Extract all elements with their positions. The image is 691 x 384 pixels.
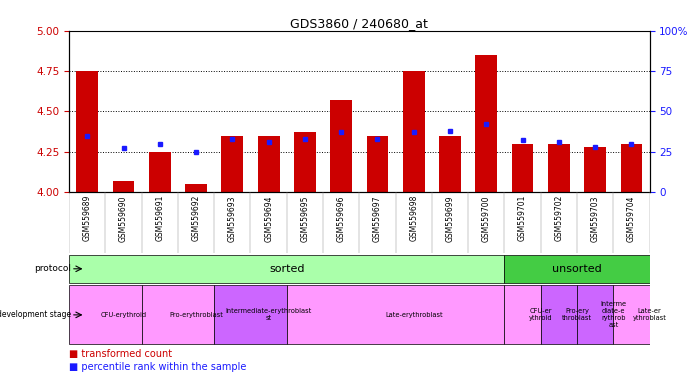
Bar: [504, 255, 650, 283]
Text: ■ transformed count: ■ transformed count: [69, 349, 172, 359]
Text: GSM559695: GSM559695: [301, 195, 310, 242]
Text: protocol: protocol: [34, 264, 71, 273]
Bar: [548, 144, 569, 192]
Text: GSM559702: GSM559702: [554, 195, 563, 242]
Text: ■ percentile rank within the sample: ■ percentile rank within the sample: [69, 362, 247, 372]
Text: GSM559693: GSM559693: [228, 195, 237, 242]
Bar: [113, 181, 134, 192]
Bar: [577, 285, 614, 344]
Bar: [294, 132, 316, 192]
Bar: [621, 144, 642, 192]
Bar: [475, 55, 497, 192]
Text: GSM559692: GSM559692: [191, 195, 200, 242]
Bar: [69, 285, 142, 344]
Text: GSM559703: GSM559703: [591, 195, 600, 242]
Bar: [330, 100, 352, 192]
Title: GDS3860 / 240680_at: GDS3860 / 240680_at: [290, 17, 428, 30]
Text: CFU-er
ythroid: CFU-er ythroid: [529, 308, 553, 321]
Text: GSM559700: GSM559700: [482, 195, 491, 242]
Text: development stage: development stage: [0, 310, 71, 319]
Bar: [69, 255, 504, 283]
Bar: [366, 136, 388, 192]
Text: CFU-erythroid: CFU-erythroid: [100, 312, 146, 318]
Text: GSM559701: GSM559701: [518, 195, 527, 242]
Text: GSM559697: GSM559697: [373, 195, 382, 242]
Text: GSM559696: GSM559696: [337, 195, 346, 242]
Text: Pro-ery
throblast: Pro-ery throblast: [562, 308, 592, 321]
Text: GSM559698: GSM559698: [409, 195, 418, 242]
Text: GSM559689: GSM559689: [83, 195, 92, 242]
Text: Pro-erythroblast: Pro-erythroblast: [169, 312, 223, 318]
Text: Late-erythroblast: Late-erythroblast: [385, 312, 442, 318]
Text: GSM559691: GSM559691: [155, 195, 164, 242]
Bar: [149, 152, 171, 192]
Bar: [403, 71, 424, 192]
Bar: [76, 71, 98, 192]
Bar: [221, 136, 243, 192]
Text: GSM559699: GSM559699: [446, 195, 455, 242]
Bar: [540, 285, 577, 344]
Text: GSM559690: GSM559690: [119, 195, 128, 242]
Text: GSM559694: GSM559694: [264, 195, 273, 242]
Text: GSM559704: GSM559704: [627, 195, 636, 242]
Bar: [142, 285, 214, 344]
Bar: [613, 285, 650, 344]
Text: sorted: sorted: [269, 264, 305, 274]
Bar: [214, 285, 287, 344]
Bar: [511, 144, 533, 192]
Bar: [439, 136, 461, 192]
Text: Interme
diate-e
rythrob
ast: Interme diate-e rythrob ast: [600, 301, 626, 328]
Bar: [258, 136, 279, 192]
Bar: [504, 285, 540, 344]
Text: Late-er
ythroblast: Late-er ythroblast: [632, 308, 667, 321]
Bar: [584, 147, 606, 192]
Bar: [185, 184, 207, 192]
Bar: [287, 285, 504, 344]
Text: Intermediate-erythroblast
st: Intermediate-erythroblast st: [225, 308, 312, 321]
Text: unsorted: unsorted: [552, 264, 602, 274]
